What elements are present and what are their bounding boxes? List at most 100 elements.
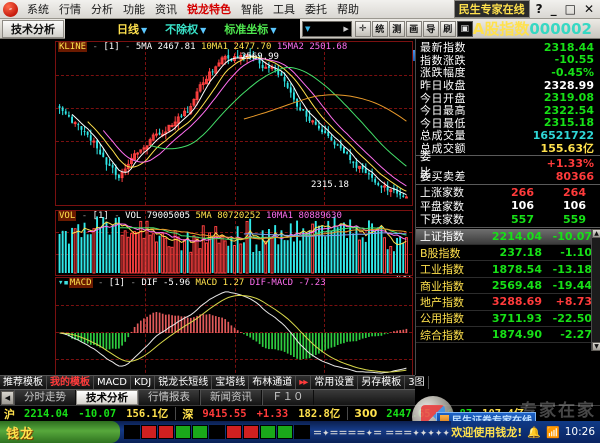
template-ruilong[interactable]: 锐龙长短线 [155, 376, 213, 389]
menu-item-help[interactable]: 帮助 [337, 2, 359, 16]
index-scrollbar[interactable]: ▲ ▼ [591, 228, 600, 351]
measure-icon[interactable]: 测 [388, 20, 405, 37]
filter-icon: ▼ [305, 24, 311, 33]
close-button[interactable]: ✕ [583, 2, 594, 16]
mini-cell [192, 425, 208, 439]
index-row-realestate[interactable]: 地产指数 3288.69 +8.73 [416, 294, 600, 311]
export-icon[interactable]: 导 [422, 20, 439, 37]
refresh-icon[interactable]: 刷 [439, 20, 456, 37]
menu-item-analysis[interactable]: 分析 [91, 2, 113, 16]
maximize-button[interactable]: □ [564, 2, 576, 16]
stats-icon[interactable]: 统 [371, 20, 388, 37]
save-template-button[interactable]: 另存模板 [358, 376, 406, 389]
move-icon[interactable]: ✛ [354, 20, 371, 37]
divider [416, 183, 600, 185]
template-macd[interactable]: MACD [94, 376, 131, 389]
help-button[interactable]: ? [535, 2, 543, 16]
quote-value: 2328.99 [543, 78, 594, 92]
macd-label: MACD [195, 278, 218, 288]
menu-item-information[interactable]: 资讯 [155, 2, 177, 16]
index-row-bshare[interactable]: B股指数 237.18 -1.10 [416, 245, 600, 262]
macd-chart-panel[interactable]: ▾▪MACD - [1] - DIF -5.96 MACD 1.27 DIF-M… [55, 277, 413, 379]
alarm-bell-icon[interactable]: 🔔 [527, 425, 542, 439]
breadth-value-sz: 264 [563, 185, 586, 199]
index-row-shanghai[interactable]: 上证指数 2214.04 -10.07 [416, 228, 600, 246]
index-value: 1874.90 [491, 328, 542, 342]
start-button[interactable]: 钱龙 [0, 421, 120, 443]
common-settings-button[interactable]: 常用设置 [311, 376, 359, 389]
menu-item-functions[interactable]: 功能 [123, 2, 145, 16]
menu-bar: 系统 行情 分析 功能 资讯 锐龙特色 智能 工具 委托 帮助 民生专家在线 ?… [0, 0, 600, 19]
template-mine[interactable]: 我的模板 [47, 376, 94, 389]
menu-item-entrust[interactable]: 委托 [305, 2, 327, 16]
chevron-down-icon: ▼ [141, 25, 148, 35]
app-icon [440, 414, 449, 424]
vol-ma5-value: 80720252 [217, 211, 261, 221]
price-indicator-tag: KLINE [58, 42, 88, 52]
breadth-label: 下跌家数 [420, 213, 464, 227]
index-change: -2.27 [560, 328, 592, 342]
vol-ma10-label: 10MA1 [266, 211, 294, 221]
period-selector[interactable]: 日线 ▼ [117, 21, 147, 37]
tab-technical-analysis[interactable]: 技术分析 [2, 19, 64, 38]
chart-column: 2569.99 2568.57 2519.03 2468.07 2417.10 … [0, 39, 415, 395]
menu-item-smart[interactable]: 智能 [241, 2, 263, 16]
template-baotaxian[interactable]: 宝塔线 [212, 376, 250, 389]
breadth-row: 上涨家数 266 264 [416, 185, 600, 200]
coordinate-selector[interactable]: 标准坐标 ▼ [224, 21, 276, 37]
frame-icon[interactable]: ▣ [456, 20, 473, 37]
price-chart-panel[interactable]: KLINE - [1] - 5MA 2467.81 10MA1 2477.70 … [55, 41, 413, 206]
menu-item-system[interactable]: 系统 [27, 2, 49, 16]
quote-value: 2318.44 [543, 40, 594, 54]
mini-cell [226, 425, 242, 439]
template-bolinger[interactable]: 布林通道 [249, 376, 297, 389]
divider [175, 407, 177, 420]
divider [347, 407, 349, 420]
nav-reports[interactable]: 行情报表 [138, 390, 200, 405]
nav-intraday[interactable]: 分时走势 [14, 390, 76, 405]
menu-item-ruilong-features[interactable]: 锐龙特色 [187, 2, 231, 16]
volume-indicator-index: [1] [92, 211, 109, 221]
lightning-logo-icon [3, 1, 18, 17]
index-row-industrial[interactable]: 工业指数 1878.54 -13.18 [416, 261, 600, 278]
nav-news[interactable]: 新闻资讯 [200, 390, 262, 405]
three-chart-button[interactable]: 3图 [405, 376, 429, 389]
index-label: B股指数 [420, 246, 461, 260]
nav-technical[interactable]: 技术分析 [76, 390, 138, 405]
grid-line [56, 141, 412, 142]
ma10-value: 2477.70 [233, 42, 272, 52]
quote-row: 指数涨跌 -10.55 [416, 53, 600, 67]
prev-arrow-icon[interactable]: ◀ [1, 390, 14, 405]
template-scroll-right-icon[interactable]: ▸▸ [296, 376, 312, 389]
minimize-button[interactable]: _ [550, 2, 557, 16]
index-row-composite[interactable]: 综合指数 1874.90 -2.27 [416, 327, 600, 344]
system-tray: 欢迎使用钱龙! 🔔 📶 10:26 [451, 421, 600, 443]
volume-chart-panel[interactable]: VOL - [1] - VOL 79005005 5MA 80720252 10… [55, 210, 413, 276]
menu-item-tools[interactable]: 工具 [273, 2, 295, 16]
macd-indicator-tag: MACD [68, 278, 93, 288]
scroll-up-icon[interactable]: ▲ [592, 228, 600, 238]
status-label-300: 300 [354, 407, 378, 420]
template-kdj[interactable]: KDJ [131, 376, 156, 389]
quote-value: -10.55 [554, 53, 594, 67]
quote-panel: 最新指数 2318.44 指数涨跌 -10.55 涨跌幅度 -0.45% 昨日收盘 23… [415, 39, 600, 375]
market-mini-strip[interactable]: ＝✦＝＝＝＝✦＝ ＝＝＝✦✦✦✦✦ [124, 424, 479, 440]
draw-icon[interactable]: 画 [405, 20, 422, 37]
index-change: -22.50 [552, 311, 592, 325]
mini-cell [209, 425, 225, 439]
index-row-utility[interactable]: 公用指数 3711.93 -22.50 [416, 311, 600, 328]
collapse-icon[interactable]: ▾▪ [58, 278, 69, 288]
adjust-selector[interactable]: 不除权 ▼ [165, 21, 206, 37]
index-row-commercial[interactable]: 商业指数 2569.48 -19.44 [416, 278, 600, 295]
index-value: 2214.04 [491, 229, 542, 243]
indicator-combo[interactable]: ▼ ▶ [302, 20, 352, 37]
menu-item-quotes[interactable]: 行情 [59, 2, 81, 16]
nav-f10[interactable]: Ｆ１０ [262, 390, 314, 405]
chart-option-group: 日线 ▼ 不除权 ▼ 标准坐标 ▼ [65, 18, 300, 39]
divider [416, 226, 600, 228]
network-icon[interactable]: 📶 [546, 425, 560, 439]
vol-ma10-value: 80889630 [298, 211, 342, 221]
vol-ma5-label: 5MA [195, 211, 212, 221]
scroll-down-icon[interactable]: ▼ [592, 341, 600, 351]
template-recommended[interactable]: 推荐模板 [0, 376, 47, 389]
